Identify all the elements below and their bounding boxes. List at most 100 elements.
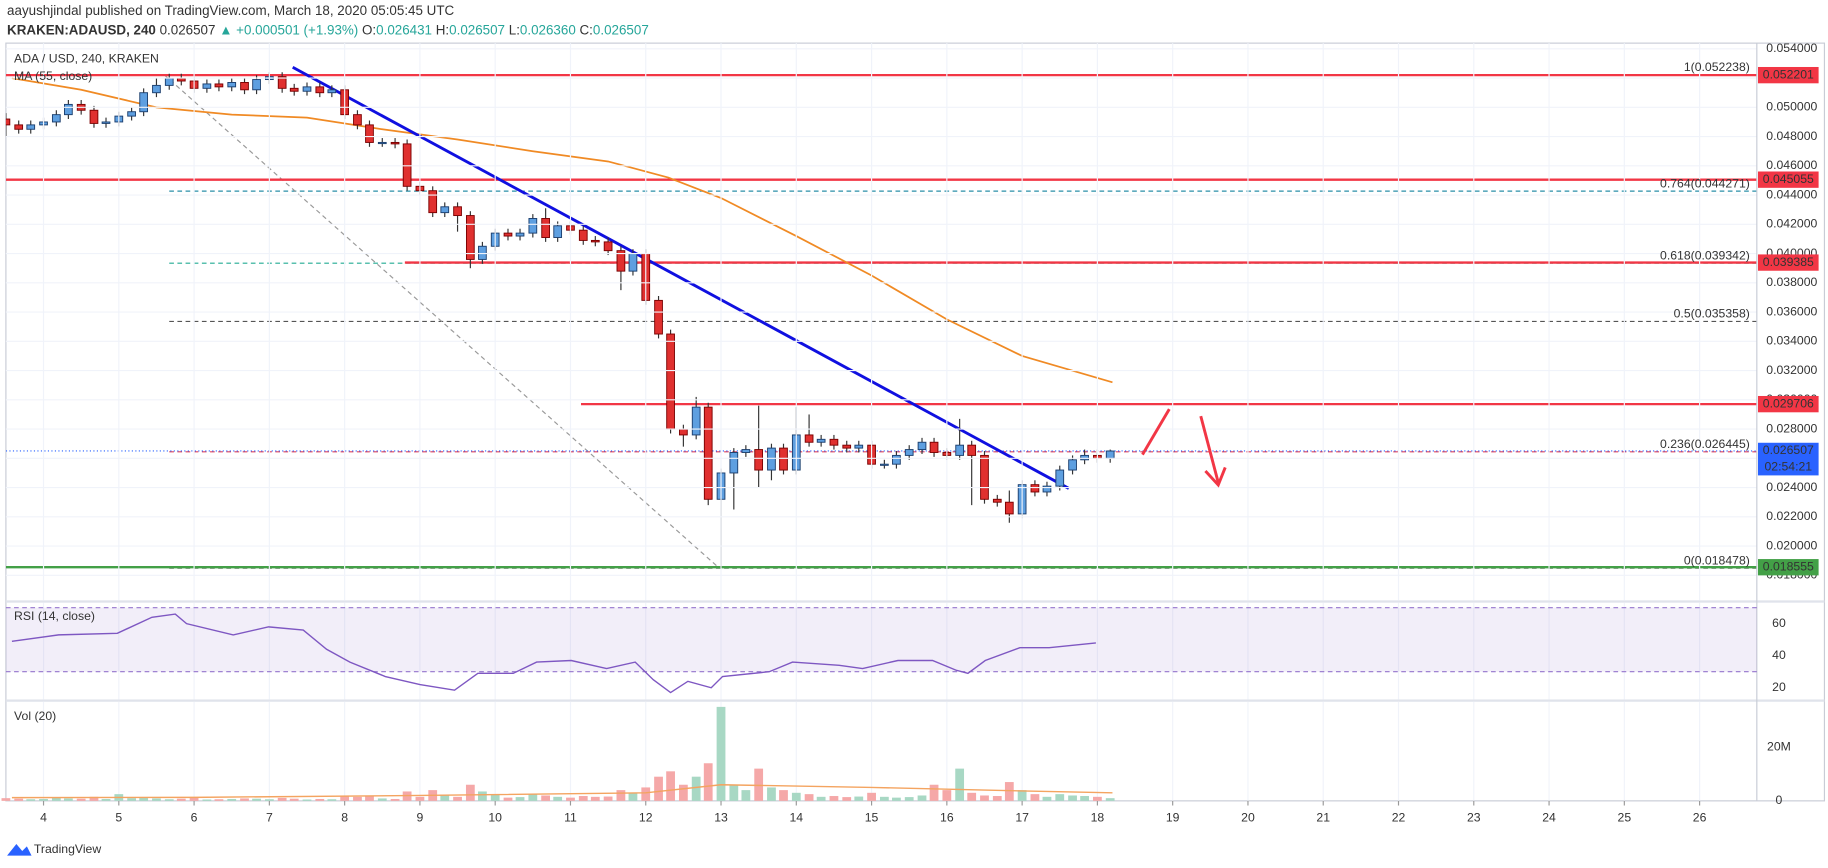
y-tick-label: 0.046000	[1766, 158, 1817, 172]
arrow-down	[1199, 415, 1220, 483]
fib-label: 1(0.052238)	[1684, 60, 1750, 74]
candle-body	[453, 206, 462, 217]
y-tick-label: 0.036000	[1766, 304, 1817, 318]
volume-bar	[791, 792, 801, 801]
annotation-arrows	[1141, 408, 1227, 488]
candle-body	[666, 333, 675, 430]
volume-bar	[1080, 796, 1089, 801]
candle-body	[252, 79, 261, 91]
x-tick-label: 5	[115, 811, 122, 825]
level-box	[1757, 395, 1819, 413]
candle-body	[139, 92, 149, 113]
volume-bar	[553, 796, 563, 801]
volume-bar	[189, 797, 199, 801]
panel-title: RSI (14, close)	[14, 609, 95, 623]
volume-bar	[980, 795, 989, 801]
level-box	[1757, 254, 1819, 271]
ohlc-value: 0.026507	[593, 22, 649, 37]
x-tick-label: 12	[639, 811, 653, 825]
fib-label: 0.764(0.044271)	[1660, 176, 1750, 190]
volume-bar	[678, 784, 688, 801]
price: 0.026507	[160, 22, 216, 37]
x-tick-label: 9	[417, 811, 424, 825]
x-tick-label: 18	[1091, 811, 1105, 825]
volume-bar	[1004, 782, 1014, 801]
volume-bar	[139, 797, 149, 801]
arrow-up	[1141, 408, 1171, 456]
volume-bar	[365, 796, 374, 801]
y-tick-label: 20	[1772, 680, 1786, 694]
candle-body	[679, 428, 688, 436]
x-tick-label: 26	[1693, 811, 1707, 825]
x-tick-label: 7	[266, 811, 273, 825]
candle-body	[152, 84, 161, 94]
candle-body	[465, 215, 475, 260]
symbol: KRAKEN:ADAUSD, 240	[7, 22, 156, 37]
volume-bar	[1068, 795, 1077, 801]
frame	[5, 42, 1826, 802]
volume-bar	[867, 792, 876, 801]
candle-body	[754, 449, 764, 471]
candle-body	[703, 406, 713, 500]
arrow-head	[1204, 466, 1227, 488]
candle-body	[980, 454, 989, 500]
y-tick-label: 0.024000	[1766, 480, 1817, 494]
volume-bar	[152, 798, 161, 801]
fib-label: 0.236(0.026445)	[1660, 437, 1750, 451]
volume-bar	[302, 799, 312, 801]
y-tick-label: 20M	[1767, 739, 1791, 753]
trendline	[292, 65, 1070, 490]
quote-line: KRAKEN:ADAUSD, 240 0.026507 ▲ +0.000501 …	[7, 22, 649, 37]
volume-bar	[929, 784, 939, 801]
logo-icon	[7, 843, 32, 856]
candle-body	[917, 441, 927, 451]
x-tick-label: 15	[865, 811, 879, 825]
x-tick-label: 4	[40, 811, 47, 825]
volume-bar	[541, 795, 551, 801]
volume-bar	[264, 799, 274, 801]
candle-body	[541, 218, 550, 238]
candle-body	[603, 241, 613, 252]
candle-body	[967, 444, 977, 456]
level-box	[1757, 66, 1819, 84]
candle-body	[302, 86, 312, 92]
volume-bar	[415, 796, 425, 801]
volume-bar	[729, 784, 739, 801]
candle-body	[315, 86, 325, 94]
volume-bar	[377, 798, 387, 801]
volume-bar	[1093, 796, 1102, 801]
candle-body	[955, 444, 965, 456]
x-tick-label: 22	[1392, 811, 1406, 825]
volume-bar	[89, 796, 99, 801]
level-label: 0.039385	[1763, 255, 1814, 269]
candle-body	[327, 89, 337, 94]
fib-label: 0(0.018478)	[1684, 554, 1750, 568]
last-price-box	[1757, 442, 1819, 476]
candle-body	[1055, 469, 1065, 487]
candle-body	[804, 434, 814, 443]
level-box	[1757, 559, 1819, 576]
candle-body	[892, 454, 901, 465]
candle-body	[1030, 484, 1040, 493]
volume-bar	[917, 795, 927, 801]
fib-trend	[163, 74, 720, 569]
candle-body	[390, 141, 400, 145]
candle-body	[992, 498, 1002, 503]
last-price-label: 0.026507	[1763, 443, 1814, 457]
ohlc-value: 0.026360	[520, 22, 576, 37]
y-tick-label: 40	[1772, 648, 1786, 662]
candle-body	[578, 229, 588, 241]
candle-body	[1080, 454, 1089, 461]
volume-bar	[127, 798, 137, 801]
candle-body	[741, 449, 751, 453]
rsi-band	[5, 607, 1757, 672]
candle-body	[628, 253, 638, 272]
x-tick-label: 23	[1467, 811, 1481, 825]
candle-body	[590, 239, 600, 243]
candle-body	[353, 114, 362, 126]
y-tick-label: 0.032000	[1766, 363, 1817, 377]
candle-body	[214, 83, 224, 88]
candle-body	[854, 444, 864, 449]
